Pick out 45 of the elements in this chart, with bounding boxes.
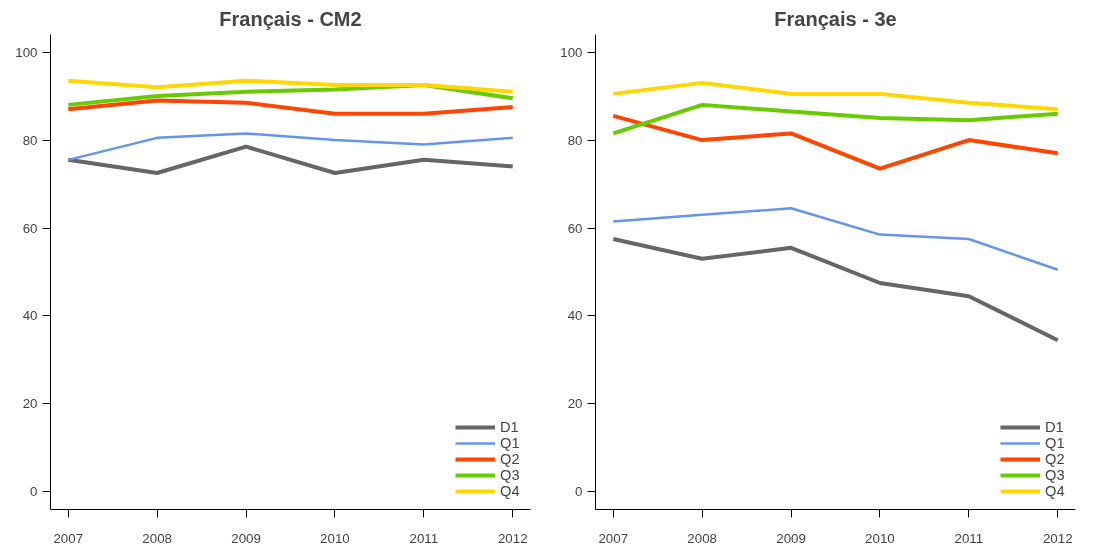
y-tick-label: 80 xyxy=(22,132,38,148)
y-tick-label: 100 xyxy=(15,44,38,60)
y-tick-label: 0 xyxy=(30,484,38,500)
x-tick-label: 2008 xyxy=(142,530,172,546)
y-tick-label: 20 xyxy=(22,396,38,412)
legend-label: D1 xyxy=(500,419,520,435)
legend-label: Q3 xyxy=(1045,467,1065,483)
x-tick-label: 2011 xyxy=(409,530,439,546)
legend-label: Q4 xyxy=(1045,483,1065,499)
legend-label: D1 xyxy=(1045,419,1065,435)
legend-label: Q3 xyxy=(500,467,520,483)
x-tick-label: 2012 xyxy=(1042,530,1073,546)
x-tick-label: 2009 xyxy=(776,530,806,546)
x-tick-label: 2012 xyxy=(497,530,528,546)
legend-label: Q2 xyxy=(500,451,520,467)
y-tick-label: 80 xyxy=(567,132,583,148)
y-tick-label: 0 xyxy=(575,484,583,500)
x-tick-label: 2007 xyxy=(598,530,629,546)
x-tick-label: 2011 xyxy=(954,530,984,546)
x-tick-label: 2007 xyxy=(53,530,84,546)
y-tick-label: 40 xyxy=(22,308,38,324)
chart-title: Français - 3e xyxy=(774,7,897,30)
line-series xyxy=(611,80,1060,112)
line-series xyxy=(66,144,515,176)
line-series xyxy=(612,206,1059,272)
line-series xyxy=(611,102,1060,136)
line-series xyxy=(67,132,514,162)
y-tick-label: 20 xyxy=(567,396,583,412)
y-tick-label: 100 xyxy=(560,44,583,60)
line-series xyxy=(611,237,1060,343)
legend-label: Q4 xyxy=(500,483,520,499)
x-tick-label: 2010 xyxy=(865,530,895,546)
x-tick-label: 2010 xyxy=(320,530,350,546)
legend-label: Q2 xyxy=(1045,451,1065,467)
legend-label: Q1 xyxy=(500,435,520,451)
line-series xyxy=(611,113,1060,171)
y-tick-label: 60 xyxy=(567,220,583,236)
y-tick-label: 60 xyxy=(22,220,38,236)
legend-label: Q1 xyxy=(1045,435,1065,451)
line-series xyxy=(66,98,515,116)
line-series xyxy=(66,78,515,94)
x-tick-label: 2008 xyxy=(687,530,717,546)
y-tick-label: 40 xyxy=(567,308,583,324)
chart-title: Français - CM2 xyxy=(219,7,362,30)
x-tick-label: 2009 xyxy=(231,530,261,546)
